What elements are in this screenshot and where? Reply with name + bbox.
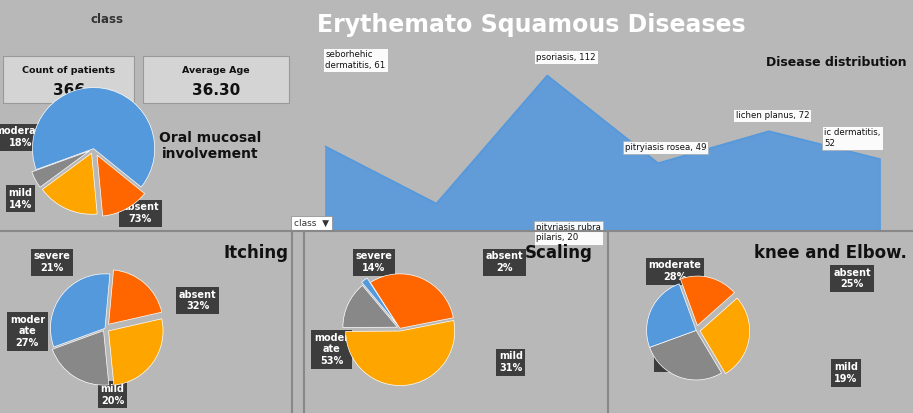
Text: Oral mucosal
involvement: Oral mucosal involvement [159,131,261,161]
Text: moderate
28%: moderate 28% [649,261,701,282]
Text: absent
73%: absent 73% [121,202,159,224]
Wedge shape [109,319,163,385]
Text: severe
5%: severe 5% [99,108,135,130]
Text: 366: 366 [53,83,85,98]
Wedge shape [33,88,154,187]
FancyBboxPatch shape [3,56,134,103]
Wedge shape [32,151,89,187]
Text: mild
19%: mild 19% [834,362,858,384]
Text: Average Age: Average Age [183,66,250,75]
Text: psoriasis, 112: psoriasis, 112 [536,52,595,62]
Wedge shape [700,298,750,374]
Wedge shape [346,320,455,386]
Text: Itching: Itching [224,244,289,262]
Text: Disease distribution: Disease distribution [766,56,907,69]
Wedge shape [109,270,162,324]
Text: Scaling: Scaling [525,244,593,262]
Text: Erythemato Squamous Diseases: Erythemato Squamous Diseases [317,13,745,37]
Wedge shape [646,284,696,347]
Wedge shape [680,276,734,325]
Text: mild
14%: mild 14% [8,188,33,209]
Text: 36.30: 36.30 [192,83,240,98]
Wedge shape [50,274,110,347]
Text: severe
21%: severe 21% [33,252,70,273]
Text: pityriasis rubra
pilaris, 20: pityriasis rubra pilaris, 20 [536,223,601,242]
Text: ic dermatitis,
52: ic dermatitis, 52 [824,128,881,148]
Text: knee and Elbow.: knee and Elbow. [754,244,907,262]
Text: mild
20%: mild 20% [100,384,124,406]
Text: mild
31%: mild 31% [498,351,523,373]
Text: Count of patients: Count of patients [22,66,115,75]
Text: moder
ate
27%: moder ate 27% [10,315,45,348]
Text: pitryiasis rosea, 49: pitryiasis rosea, 49 [624,143,707,152]
FancyBboxPatch shape [143,56,289,103]
Text: absent
25%: absent 25% [834,268,871,290]
Wedge shape [52,331,109,385]
Text: severe
14%: severe 14% [355,252,393,273]
Text: class: class [90,13,123,26]
Wedge shape [97,155,144,216]
Text: absent
2%: absent 2% [486,252,523,273]
Wedge shape [343,285,397,328]
Text: moder
ate
53%: moder ate 53% [314,333,349,366]
Wedge shape [362,278,396,324]
Wedge shape [42,153,97,214]
Wedge shape [371,274,454,328]
Text: moderate
18%: moderate 18% [0,126,47,148]
Text: severe
28%: severe 28% [656,348,694,369]
Text: class  ▼: class ▼ [294,219,329,228]
Wedge shape [649,330,721,380]
Text: absent
32%: absent 32% [179,290,216,311]
Text: lichen planus, 72: lichen planus, 72 [736,111,809,120]
Text: seborhehic
dermatitis, 61: seborhehic dermatitis, 61 [325,50,385,70]
